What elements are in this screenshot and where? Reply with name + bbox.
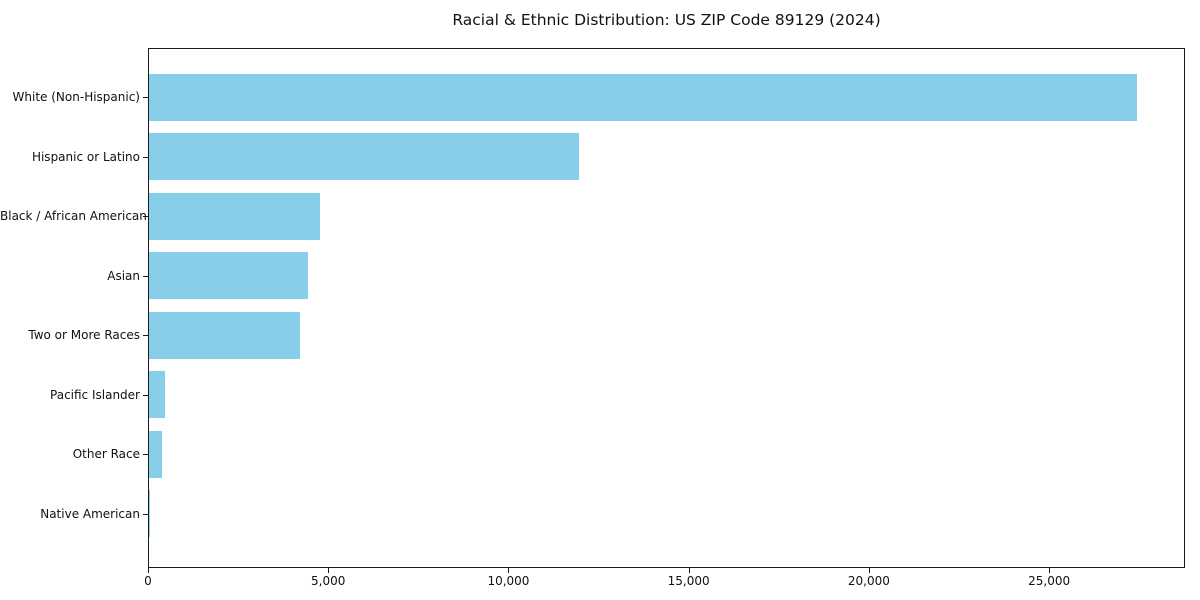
y-tick-mark <box>143 454 148 455</box>
y-tick-label: Asian <box>107 268 140 283</box>
y-tick-label: Hispanic or Latino <box>31 149 140 164</box>
y-tick-mark <box>143 394 148 396</box>
y-tick-label: Other Race <box>72 447 140 461</box>
x-tick-mark <box>508 568 510 573</box>
x-tick-mark <box>688 568 690 573</box>
bar <box>149 252 308 299</box>
y-tick-label: Two or More Races <box>28 328 140 342</box>
y-tick-mark <box>143 335 148 336</box>
y-tick-mark <box>143 216 148 217</box>
bar <box>149 73 1137 121</box>
x-tick-label: 15,000 <box>667 574 710 588</box>
bar <box>149 371 166 418</box>
x-tick-mark <box>868 568 870 573</box>
bar <box>149 311 301 359</box>
x-tick-mark <box>1049 568 1051 573</box>
y-tick-label: White (Non-Hispanic) <box>12 90 140 104</box>
x-tick-mark <box>328 568 330 573</box>
x-tick-label: 0 <box>144 574 152 588</box>
y-tick-label: Pacific Islander <box>50 387 140 402</box>
bar <box>149 490 151 537</box>
x-tick-mark <box>148 568 149 573</box>
x-tick-label: 10,000 <box>487 574 530 588</box>
bar <box>149 192 320 240</box>
y-tick-mark <box>143 97 148 98</box>
x-tick-label: 20,000 <box>847 574 890 588</box>
x-tick-label: 25,000 <box>1028 574 1071 588</box>
plot-area <box>148 48 1185 568</box>
x-tick-label: 5,000 <box>311 574 346 588</box>
y-tick-mark <box>143 275 148 277</box>
bar <box>149 133 579 180</box>
y-tick-label: Native American <box>40 506 140 521</box>
bar <box>149 430 163 478</box>
y-tick-mark <box>143 156 148 158</box>
y-tick-mark <box>143 513 148 515</box>
chart-title: Racial & Ethnic Distribution: US ZIP Cod… <box>452 11 881 29</box>
y-tick-label: Black / African American <box>0 209 147 223</box>
